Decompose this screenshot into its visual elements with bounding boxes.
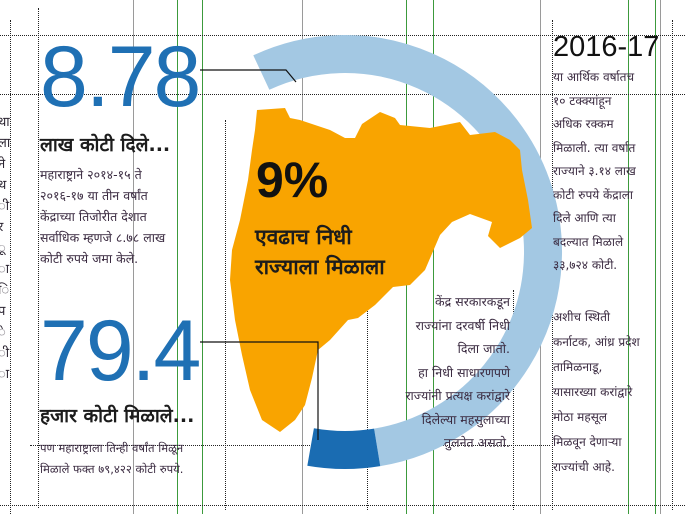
text-line: दिलेल्या महसुलाच्या [421, 411, 510, 427]
text-fragment: था [0, 115, 10, 130]
share-caption: एवढाच निधी राज्याला मिळाला [255, 222, 385, 282]
text-line: राज्याने ३.१४ लाख [553, 164, 636, 178]
stat-heading-2: हजार कोटी मिळाले... [40, 405, 195, 427]
maharashtra-map [230, 108, 532, 432]
text-fragment: र [0, 220, 4, 235]
sidebar-para-1: या आर्थिक वर्षातच १० टक्क्यांहून अधिक रक… [553, 66, 636, 278]
layout-guide [660, 0, 661, 514]
text-line: दिला जातो. [457, 341, 510, 356]
text-fragment: ा [0, 262, 10, 277]
text-line: बदल्यात मिळाले [553, 234, 624, 249]
frame-guide [225, 120, 226, 510]
layout-guide [133, 0, 134, 514]
text-line: १० टक्क्यांहून [553, 93, 612, 108]
text-line: हा निधी साधारणपणे [418, 364, 510, 380]
layout-guide [655, 0, 656, 514]
text-line: राज्यांनी प्रत्यक्ष करांद्वारे [405, 388, 510, 403]
text-fragment: थ [0, 178, 7, 193]
text-line: सर्वाधिक म्हणजे ८.७८ लाख [40, 230, 166, 245]
text-fragment: े [0, 325, 6, 340]
text-line: या आर्थिक वर्षातच [553, 70, 635, 84]
text-line: पण महाराष्ट्राला तिन्ही वर्षांत मिळून [40, 441, 184, 455]
text-line: एवढाच निधी [255, 225, 352, 249]
frame-guide [672, 20, 673, 510]
text-line: राज्याला मिळाला [255, 255, 385, 279]
layout-guide [202, 0, 203, 514]
text-line: केंद्राच्या तिजोरीत देशात [40, 209, 147, 224]
leader-line [200, 69, 297, 83]
sidebar-para-2: अशीच स्थिती कर्नाटक, आंध्र प्रदेश तामिळन… [553, 305, 640, 480]
text-line: यासारख्या करांद्वारे [553, 385, 633, 399]
text-line: मिळाली. त्या वर्षात [553, 140, 636, 155]
frame-guide [38, 8, 39, 508]
ring-share-segment [307, 428, 381, 469]
text-line: तुलनेत असतो. [444, 435, 510, 450]
text-line: कर्नाटक, आंध्र प्रदेश [553, 335, 640, 349]
frame-guide [367, 290, 368, 510]
text-line: राज्यांची आहे. [553, 460, 615, 474]
frame-guide [10, 20, 11, 514]
text-line: मिळाले फक्त ७९,४२२ कोटी रुपये. [40, 462, 184, 476]
text-line: ३३,७२४ कोटी. [553, 258, 618, 272]
text-fragment: ू [0, 241, 6, 256]
stat-body-1: महाराष्ट्राने २०१४-१५ ते २०१६-१७ या तीन … [40, 164, 165, 269]
text-line: कोटी रुपये जमा केले. [40, 251, 139, 266]
text-line: महाराष्ट्राने २०१४-१५ ते [40, 167, 142, 182]
text-fragment: ी. [0, 199, 10, 214]
text-line: २०१६-१७ या तीन वर्षांत [40, 188, 148, 203]
text-line: तामिळनाडू, [553, 360, 603, 374]
text-line: मिळवून देणाऱ्या [553, 435, 622, 449]
middle-note: केंद्र सरकारकडून राज्यांना दरवर्षी निधी … [360, 290, 510, 455]
text-line: केंद्र सरकारकडून [435, 294, 510, 309]
frame-guide [0, 94, 685, 95]
text-line: दिले आणि त्या [553, 211, 616, 225]
sidebar-year: 2016-17 [553, 31, 660, 63]
text-fragment: ि [0, 283, 10, 298]
stat-heading-1: लाख कोटी दिले... [40, 134, 171, 156]
text-line: अशीच स्थिती [553, 310, 611, 324]
text-line: राज्यांना दरवर्षी निधी [415, 317, 510, 333]
stat-value-2: 79.4 [40, 303, 201, 399]
layout-guide [177, 0, 178, 514]
text-fragment: ने [0, 157, 6, 172]
text-fragment: ला [0, 136, 10, 151]
text-line: अधिक रक्कम [553, 117, 614, 131]
text-fragment: ा [0, 367, 10, 382]
text-line: कोटी रुपये केंद्राला [553, 187, 634, 202]
stat-value-1: 8.78 [40, 29, 201, 125]
leader-line [200, 341, 319, 440]
stat-body-2: पण महाराष्ट्राला तिन्ही वर्षांत मिळून मि… [40, 438, 183, 480]
layout-guide [628, 0, 629, 514]
text-line: मोठा महसूल [553, 410, 607, 424]
frame-guide [30, 445, 550, 446]
frame-guide [513, 290, 514, 510]
text-fragment: प [0, 304, 6, 319]
ring-arc [253, 35, 562, 467]
share-percent: 9% [256, 152, 329, 208]
cut-off-column: था ला ने थ ी. र ू ा ि प े ी ा [0, 112, 10, 385]
layout-guide [433, 0, 434, 514]
frame-guide [0, 505, 685, 506]
text-fragment: ी [0, 346, 10, 361]
